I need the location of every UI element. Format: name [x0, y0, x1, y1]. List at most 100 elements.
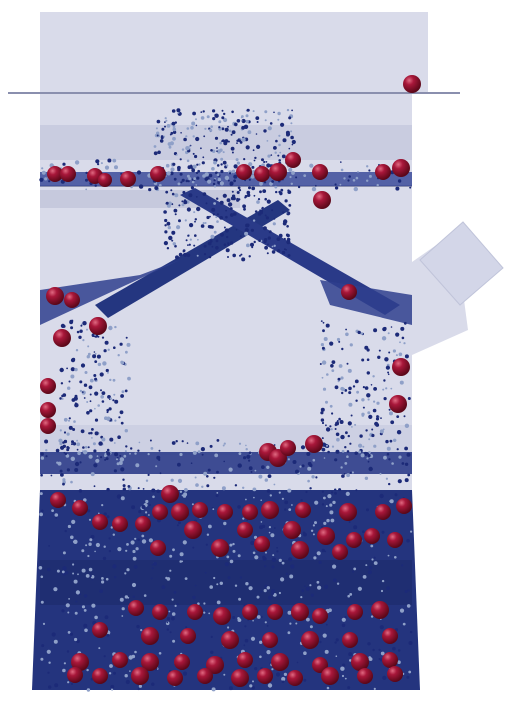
- fine-particle: [93, 351, 96, 353]
- fine-particle: [106, 633, 110, 637]
- large-particle: [242, 604, 258, 620]
- fine-particle: [138, 441, 141, 444]
- fine-particle: [148, 188, 152, 192]
- fine-particle: [222, 193, 227, 198]
- large-particle: [72, 500, 88, 516]
- fine-particle: [62, 441, 65, 444]
- fine-particle: [354, 423, 357, 426]
- fine-particle: [406, 538, 410, 543]
- fine-particle: [338, 488, 342, 492]
- fine-particle: [112, 399, 115, 402]
- fine-particle: [82, 321, 87, 326]
- fine-particle: [195, 196, 198, 198]
- fine-particle: [358, 443, 363, 448]
- fine-particle: [156, 489, 160, 494]
- fine-particle: [185, 179, 189, 183]
- fine-particle: [247, 193, 251, 197]
- fine-particle: [231, 110, 234, 114]
- fine-particle: [248, 178, 251, 181]
- fine-particle: [290, 182, 293, 185]
- fine-particle: [264, 478, 268, 482]
- fine-particle: [261, 465, 265, 469]
- fine-particle: [322, 321, 325, 324]
- fine-particle: [290, 564, 295, 569]
- fine-particle: [170, 189, 173, 192]
- fine-particle: [178, 252, 183, 257]
- baffle-right: [180, 188, 400, 315]
- fine-particle: [174, 193, 179, 198]
- fine-particle: [233, 174, 238, 179]
- large-particle: [60, 166, 76, 182]
- fine-particle: [335, 449, 340, 454]
- fine-particle: [156, 455, 161, 460]
- fine-particle: [171, 441, 176, 445]
- fine-particle: [47, 671, 50, 674]
- fine-particle: [180, 132, 182, 134]
- large-particle: [128, 600, 144, 616]
- fine-particle: [331, 369, 335, 372]
- fine-particle: [252, 487, 257, 492]
- fine-particle: [236, 197, 239, 201]
- fine-particle: [275, 672, 281, 677]
- fine-particle: [269, 122, 273, 125]
- fine-particle: [305, 586, 310, 591]
- fine-particle: [326, 518, 330, 523]
- large-particle: [312, 608, 328, 624]
- large-particle: [375, 164, 391, 180]
- fine-particle: [348, 175, 352, 178]
- fine-particle: [307, 461, 312, 466]
- fine-particle: [357, 171, 359, 173]
- large-particle: [217, 504, 233, 520]
- large-particle: [180, 628, 196, 644]
- fine-particle: [279, 191, 283, 196]
- fine-particle: [248, 255, 251, 258]
- fine-particle: [165, 119, 168, 122]
- fine-particle: [377, 355, 381, 359]
- fine-particle: [322, 329, 325, 333]
- fine-particle: [137, 538, 140, 541]
- fine-particle: [45, 449, 48, 452]
- fine-particle: [253, 240, 256, 244]
- fine-particle: [401, 564, 404, 567]
- fine-particle: [106, 411, 109, 414]
- fine-particle: [263, 129, 267, 133]
- fine-particle: [94, 360, 98, 363]
- fine-particle: [198, 163, 201, 166]
- fine-particle: [154, 186, 159, 190]
- fine-particle: [124, 389, 128, 393]
- fine-particle: [219, 216, 224, 220]
- fine-particle: [312, 524, 315, 527]
- fine-particle: [232, 253, 236, 258]
- large-particle: [242, 504, 258, 520]
- fine-particle: [180, 181, 183, 184]
- fine-particle: [113, 442, 116, 444]
- fine-particle: [79, 329, 83, 333]
- fine-particle: [94, 184, 97, 187]
- large-particle: [291, 541, 309, 559]
- large-particle: [141, 627, 159, 645]
- fine-particle: [206, 484, 210, 488]
- large-particle: [371, 601, 389, 619]
- fine-particle: [68, 380, 71, 383]
- fine-particle: [138, 510, 142, 514]
- fine-particle: [230, 196, 235, 201]
- fine-particle: [194, 234, 197, 237]
- large-particle: [382, 652, 398, 668]
- large-particle: [387, 666, 403, 682]
- fine-particle: [87, 509, 91, 513]
- fine-particle: [208, 612, 211, 615]
- fine-particle: [171, 192, 175, 196]
- fine-particle: [359, 434, 363, 438]
- fine-particle: [230, 133, 233, 136]
- fine-particle: [121, 615, 124, 617]
- large-particle: [192, 502, 208, 518]
- fine-particle: [85, 574, 90, 578]
- fine-particle: [259, 655, 262, 659]
- large-particle: [396, 498, 412, 514]
- fine-particle: [267, 154, 271, 158]
- fine-particle: [204, 571, 207, 574]
- fine-particle: [211, 167, 215, 171]
- fine-particle: [207, 179, 212, 184]
- fine-particle: [73, 539, 78, 544]
- fine-particle: [229, 241, 234, 245]
